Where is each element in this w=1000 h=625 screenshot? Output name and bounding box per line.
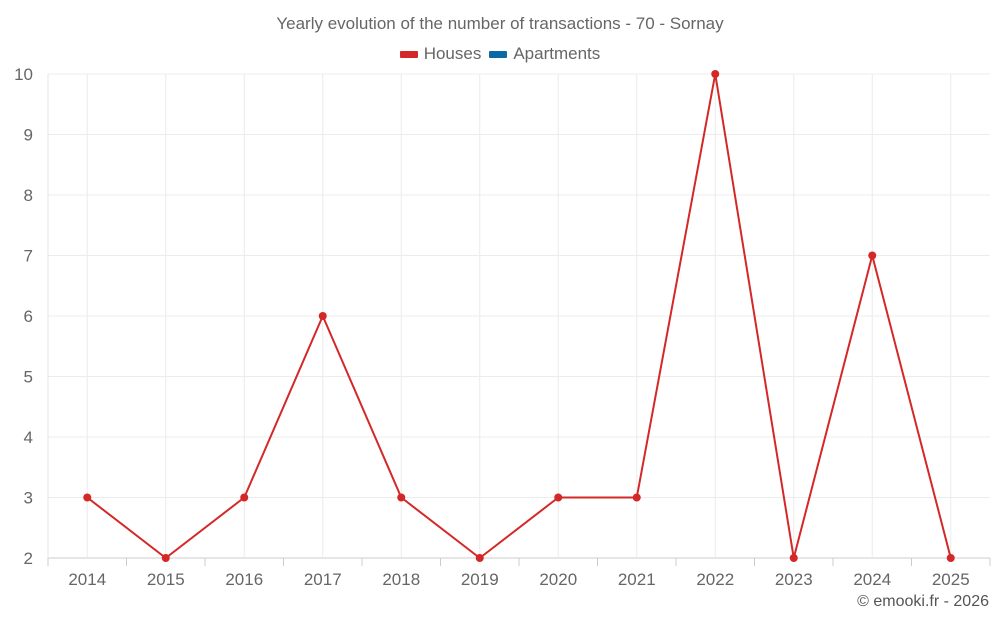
- y-tick-label: 3: [24, 489, 33, 508]
- x-tick-label: 2018: [382, 570, 420, 589]
- legend-swatch-apartments: [489, 50, 508, 58]
- data-point-houses-2023: [789, 554, 798, 562]
- x-tick-label: 2021: [618, 570, 656, 589]
- x-tick-label: 2023: [775, 570, 813, 589]
- data-point-houses-2020: [554, 493, 563, 502]
- data-point-houses-2021: [632, 493, 641, 502]
- x-tick-label: 2019: [461, 570, 499, 589]
- legend: Houses Apartments: [0, 44, 1000, 64]
- y-tick-label: 9: [24, 126, 33, 145]
- y-tick-label: 4: [24, 428, 33, 447]
- legend-item-houses[interactable]: Houses: [399, 44, 482, 64]
- series-line-houses: [86, 73, 952, 559]
- x-tick-label: 2024: [853, 570, 891, 589]
- data-point-houses-2014: [83, 493, 92, 502]
- y-tick-label: 2: [24, 549, 33, 568]
- data-point-houses-2015: [161, 554, 170, 562]
- data-point-houses-2022: [711, 70, 720, 78]
- data-point-houses-2025: [946, 554, 955, 562]
- data-point-houses-2024: [868, 251, 877, 260]
- legend-label-apartments: Apartments: [513, 44, 601, 63]
- legend-item-apartments[interactable]: Apartments: [489, 44, 600, 64]
- credit-text: © emooki.fr - 2026: [857, 593, 989, 610]
- y-tick-label: 5: [24, 368, 33, 387]
- y-tick-label: 8: [24, 186, 33, 205]
- x-tick-label: 2015: [147, 570, 185, 589]
- legend-label-houses: Houses: [423, 44, 482, 63]
- x-tick-label: 2016: [225, 570, 263, 589]
- x-tick-label: 2014: [68, 570, 106, 589]
- y-tick-label: 10: [14, 65, 33, 84]
- x-tick-label: 2020: [539, 570, 577, 589]
- data-point-houses-2016: [240, 493, 249, 502]
- x-tick-label: 2017: [304, 570, 342, 589]
- y-tick-label: 7: [24, 247, 33, 266]
- y-tick-label: 6: [24, 307, 33, 326]
- legend-swatch-houses: [399, 50, 418, 58]
- x-tick-label: 2022: [696, 570, 734, 589]
- data-point-houses-2018: [397, 493, 406, 502]
- chart-title: Yearly evolution of the number of transa…: [276, 14, 724, 33]
- x-tick-label: 2025: [932, 570, 970, 589]
- data-point-houses-2019: [475, 554, 484, 562]
- data-point-houses-2017: [318, 312, 327, 320]
